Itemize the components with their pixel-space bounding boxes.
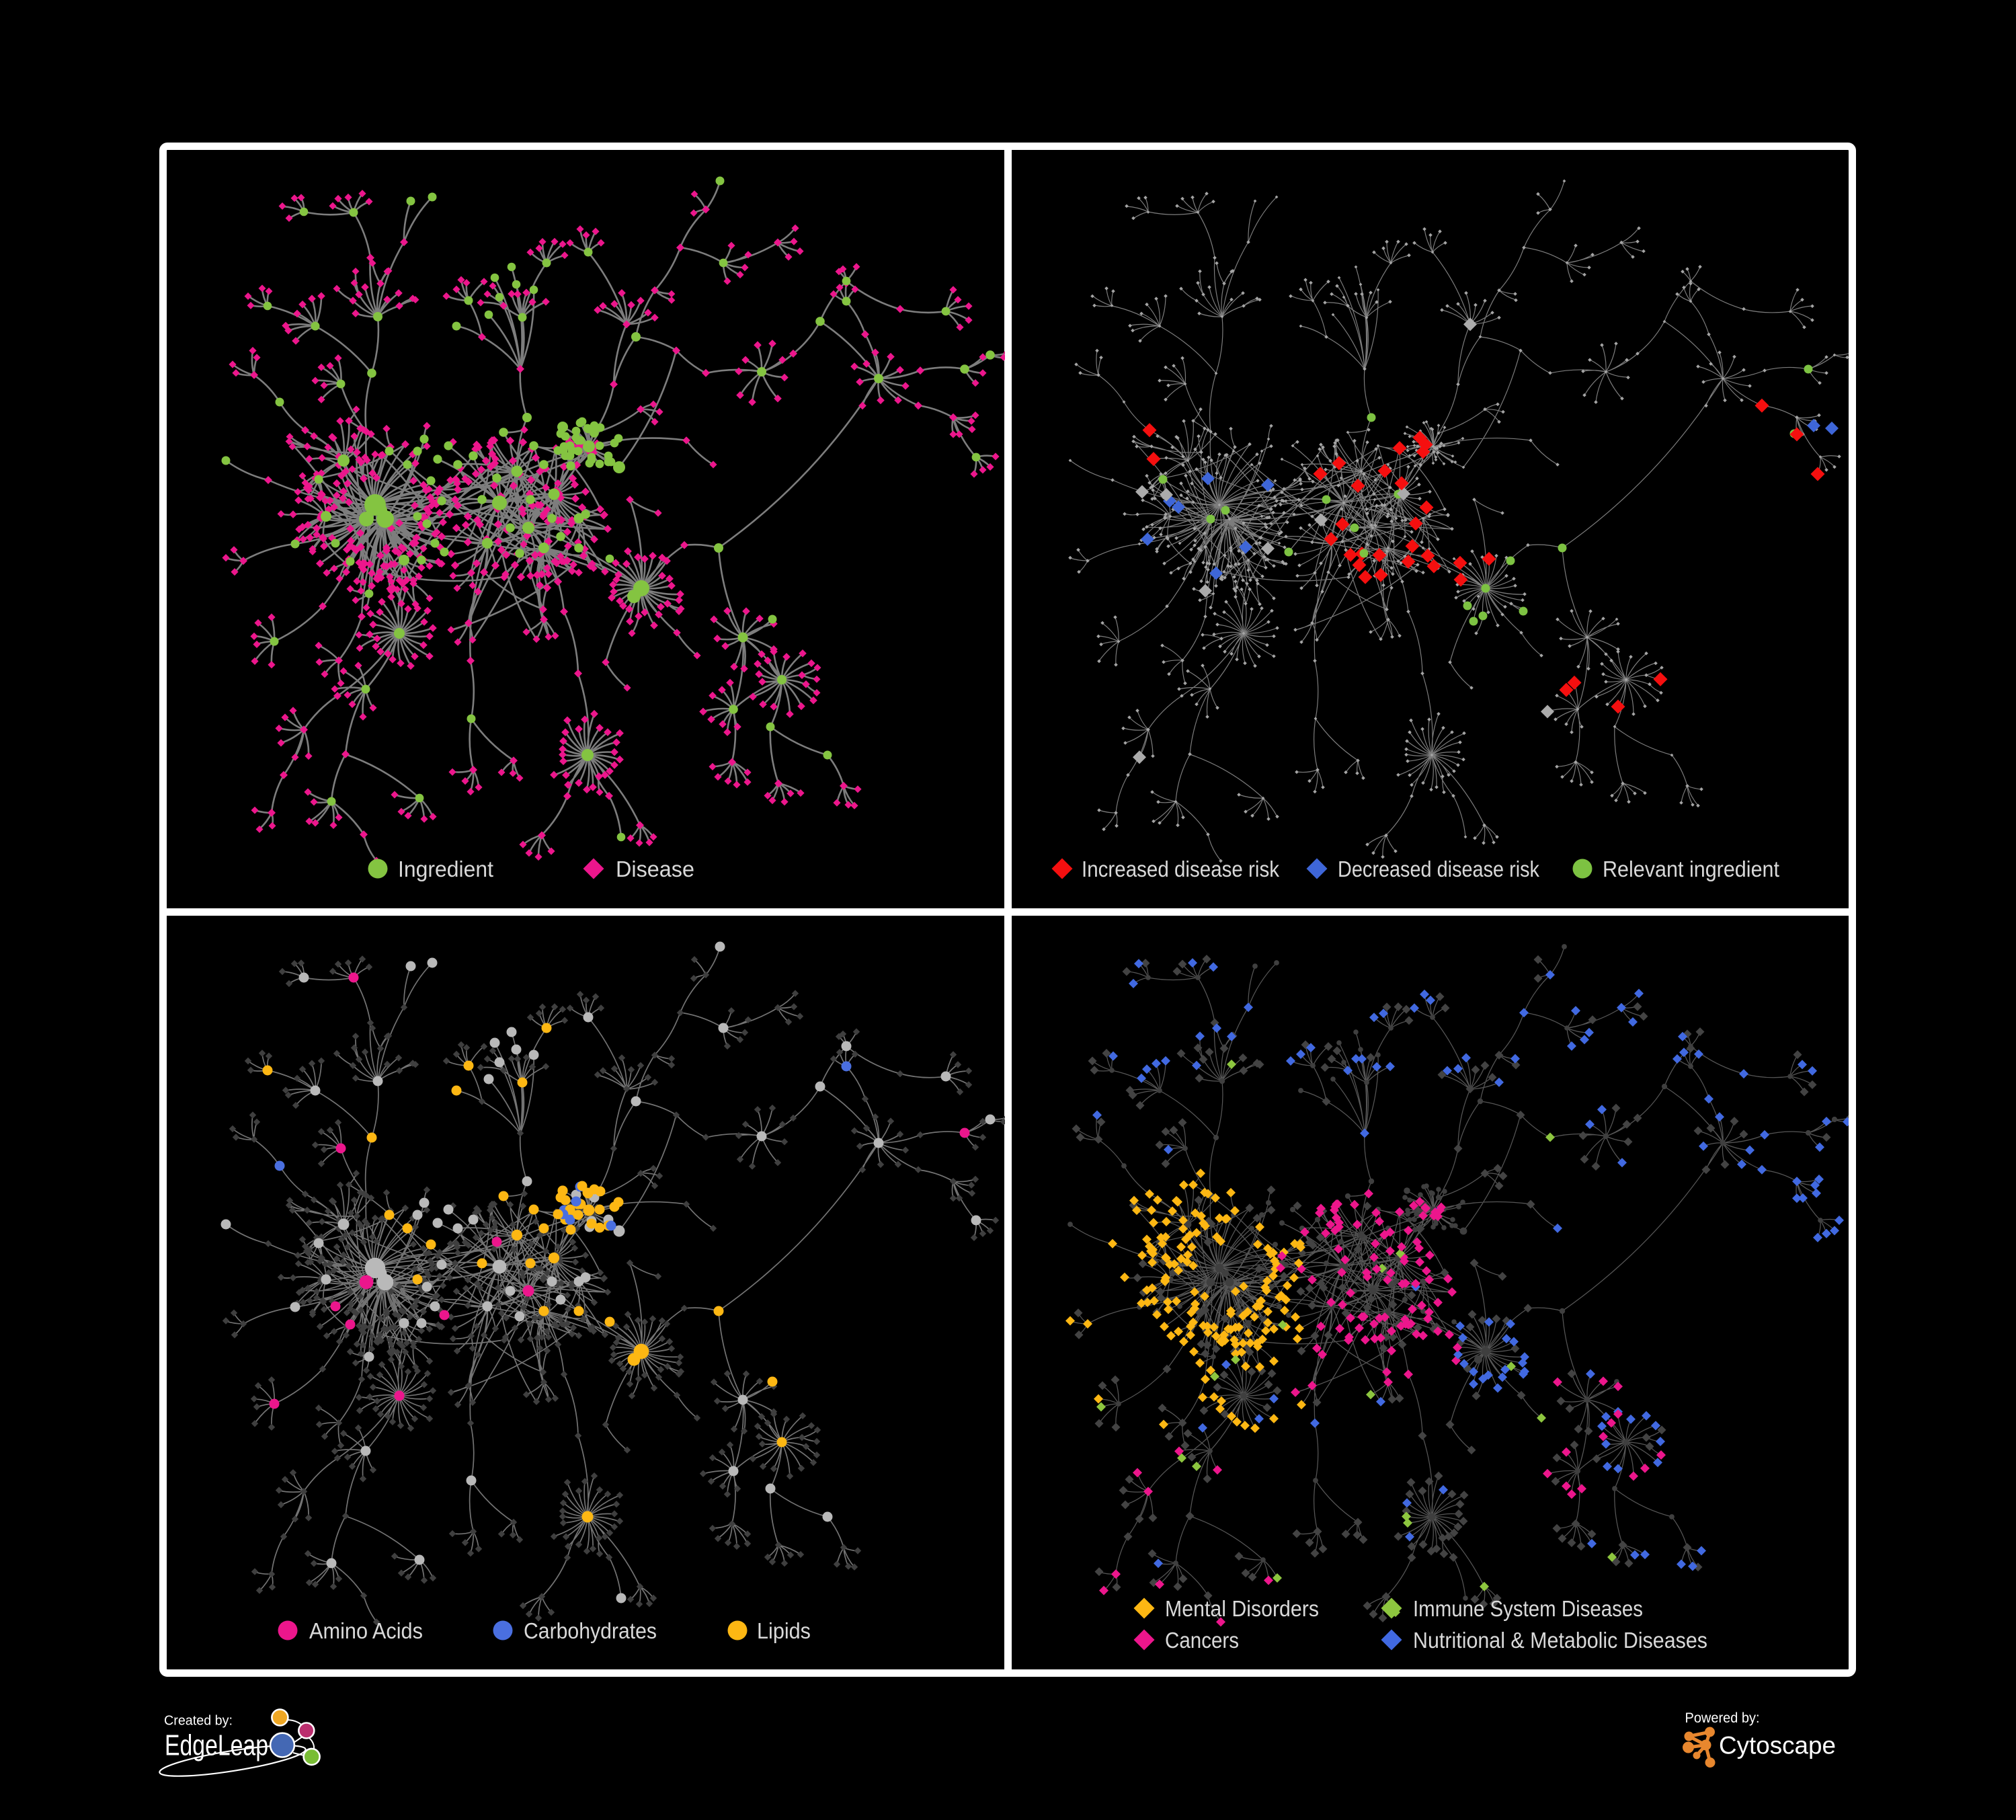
svg-text:Relevant ingredient: Relevant ingredient <box>1603 857 1779 881</box>
svg-text:Nutritional & Metabolic Diseas: Nutritional & Metabolic Diseases <box>1413 1628 1707 1653</box>
svg-text:Created by:: Created by: <box>164 1714 233 1729</box>
svg-text:Cytoscape: Cytoscape <box>1719 1732 1836 1759</box>
svg-text:Cancers: Cancers <box>1165 1628 1239 1653</box>
svg-text:Amino Acids: Amino Acids <box>309 1618 423 1643</box>
svg-text:Lipids: Lipids <box>757 1618 811 1643</box>
svg-text:Increased disease risk: Increased disease risk <box>1082 857 1279 881</box>
svg-text:Disease: Disease <box>616 857 694 881</box>
svg-text:Powered by:: Powered by: <box>1685 1710 1760 1726</box>
svg-text:Ingredient: Ingredient <box>398 857 493 881</box>
svg-text:Decreased disease risk: Decreased disease risk <box>1338 857 1539 881</box>
svg-text:Carbohydrates: Carbohydrates <box>524 1618 657 1643</box>
svg-text:Immune System Diseases: Immune System Diseases <box>1413 1596 1643 1621</box>
svg-text:Mental Disorders: Mental Disorders <box>1165 1596 1319 1621</box>
svg-text:EdgeLeap: EdgeLeap <box>165 1729 268 1762</box>
